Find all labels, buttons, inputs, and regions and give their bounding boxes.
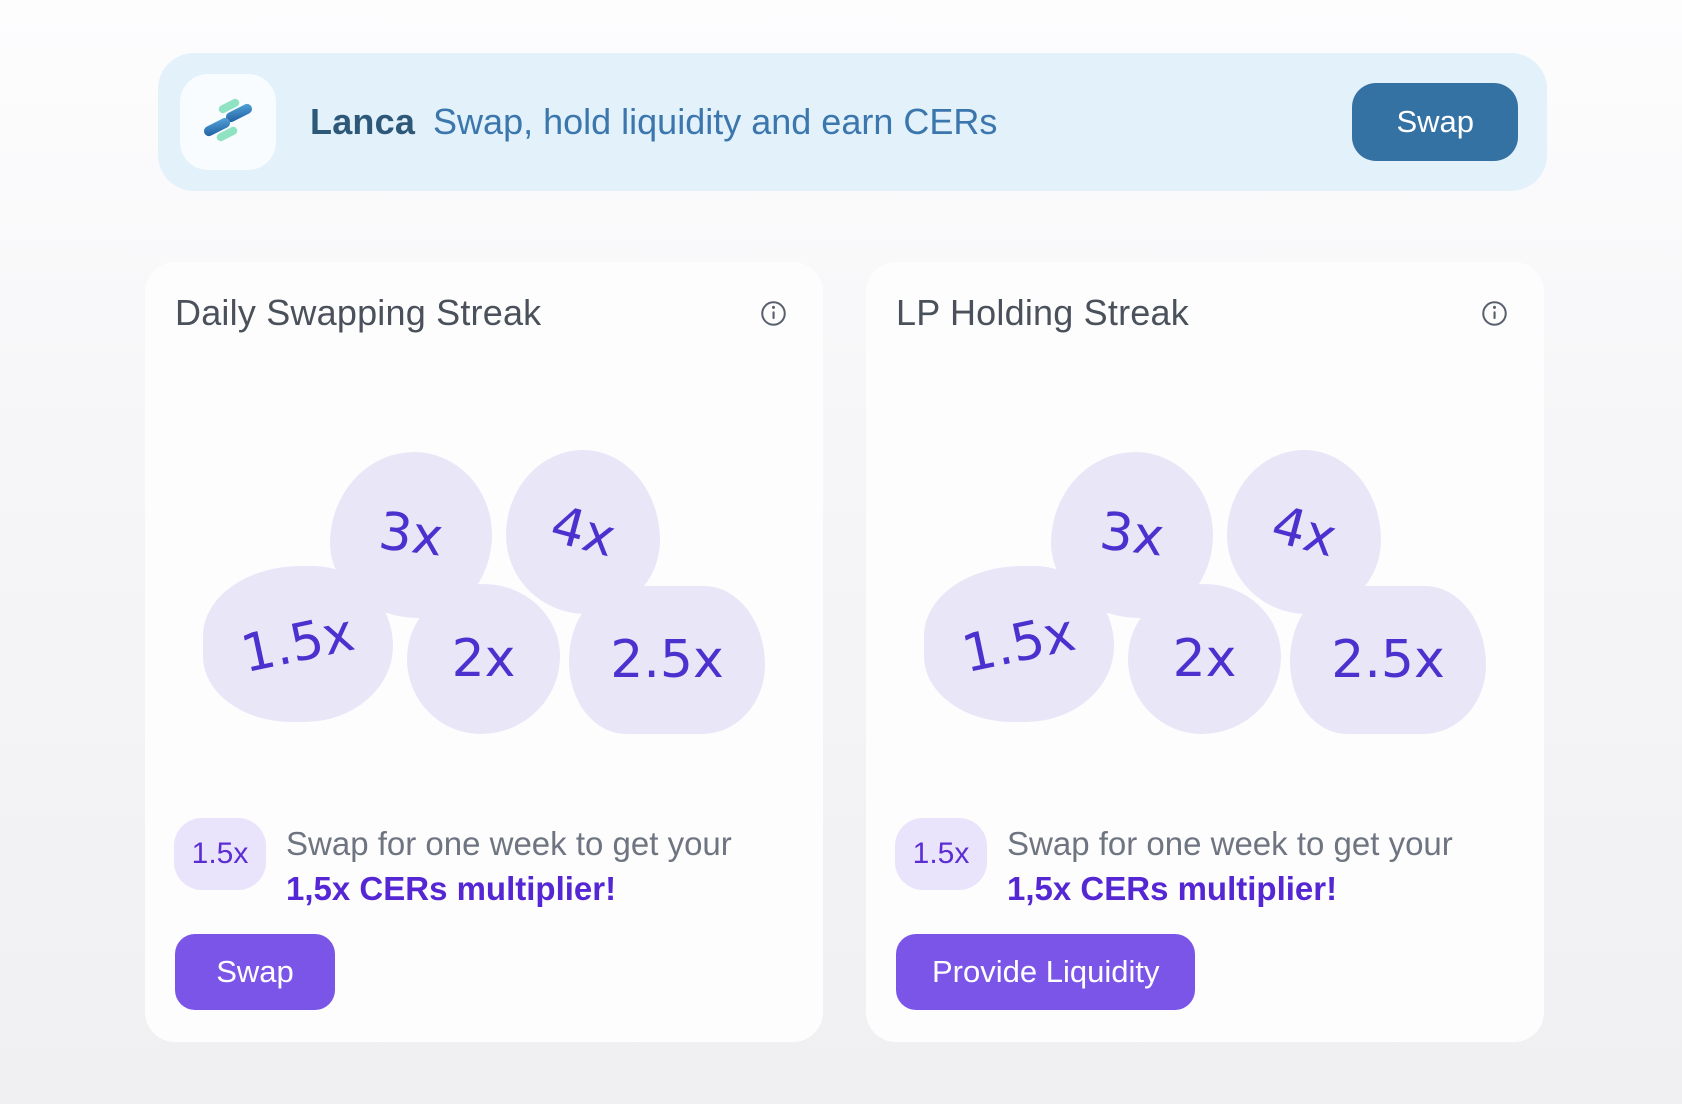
- multiplier-bubble-2-5x: 2.5x: [1290, 586, 1486, 734]
- bubble-label: 3x: [1096, 501, 1168, 569]
- card-header: Daily Swapping Streak: [175, 292, 787, 334]
- multiplier-bubble-1-5x: 1.5x: [203, 566, 393, 722]
- lp-holding-streak-card: LP Holding Streak 3x 4x 1.5x 2x 2.5x 1.5…: [866, 262, 1544, 1042]
- bubble-label: 1.5x: [236, 602, 360, 686]
- bubble-label: 1.5x: [957, 602, 1081, 686]
- swap-button[interactable]: Swap: [175, 934, 335, 1010]
- brand-name: Lanca: [310, 101, 416, 142]
- promo-banner: Lanca Swap, hold liquidity and earn CERs…: [158, 53, 1547, 191]
- current-multiplier-badge: 1.5x: [174, 818, 266, 890]
- lanca-logo-icon: [198, 98, 258, 147]
- bubble-label: 2.5x: [610, 630, 724, 690]
- multiplier-bubble-2x: 2x: [407, 584, 560, 734]
- reward-message-line1: Swap for one week to get your: [286, 825, 732, 862]
- bubble-label: 3x: [375, 501, 447, 569]
- lanca-logo-tile: [180, 74, 276, 170]
- provide-liquidity-button[interactable]: Provide Liquidity: [896, 934, 1196, 1010]
- bubble-label: 2x: [451, 629, 516, 689]
- card-title: LP Holding Streak: [896, 292, 1189, 333]
- bubble-label: 2x: [1172, 629, 1237, 689]
- banner-swap-button[interactable]: Swap: [1352, 83, 1518, 161]
- multiplier-bubble-2-5x: 2.5x: [569, 586, 765, 734]
- reward-message: Swap for one week to get your 1,5x CERs …: [286, 818, 732, 911]
- daily-swapping-streak-card: Daily Swapping Streak 3x 4x 1.5x 2x 2.5x…: [145, 262, 823, 1042]
- multiplier-bubble-1-5x: 1.5x: [924, 566, 1114, 722]
- reward-message-line2: 1,5x CERs multiplier!: [286, 870, 617, 907]
- reward-message-line2: 1,5x CERs multiplier!: [1007, 870, 1338, 907]
- current-multiplier-badge: 1.5x: [895, 818, 987, 890]
- card-header: LP Holding Streak: [896, 292, 1508, 334]
- bubble-label: 4x: [544, 494, 622, 570]
- reward-row: 1.5x Swap for one week to get your 1,5x …: [174, 818, 799, 911]
- info-icon[interactable]: [1481, 300, 1508, 327]
- bubble-label: 4x: [1265, 494, 1343, 570]
- reward-message-line1: Swap for one week to get your: [1007, 825, 1453, 862]
- multiplier-bubble-2x: 2x: [1128, 584, 1281, 734]
- reward-message: Swap for one week to get your 1,5x CERs …: [1007, 818, 1453, 911]
- bubble-label: 2.5x: [1331, 630, 1445, 690]
- info-icon[interactable]: [760, 300, 787, 327]
- card-title: Daily Swapping Streak: [175, 292, 542, 333]
- reward-row: 1.5x Swap for one week to get your 1,5x …: [895, 818, 1520, 911]
- banner-tagline: Swap, hold liquidity and earn CERs: [433, 101, 998, 142]
